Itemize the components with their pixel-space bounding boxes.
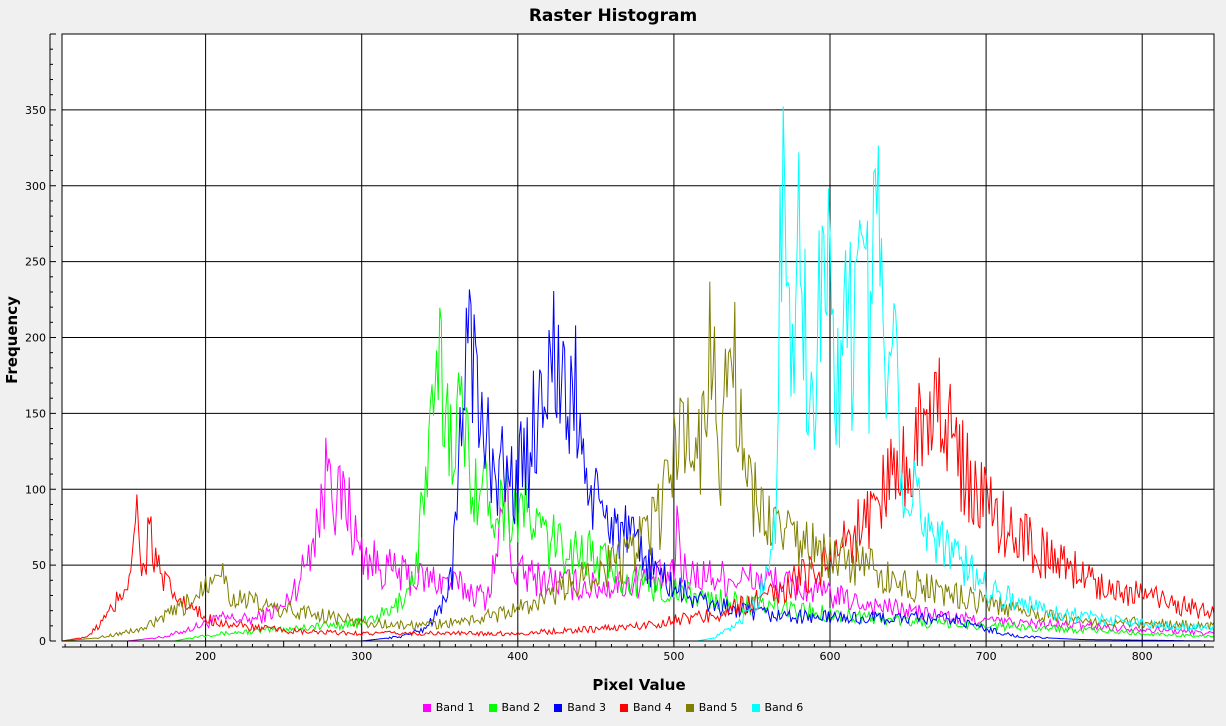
series-line-band-1 [62,437,1215,642]
plot-frame [61,33,1215,642]
legend-swatch [751,703,760,712]
legend-label: Band 3 [567,701,606,714]
y-tick-label: 250 [25,256,46,269]
grid-lines [62,34,1214,641]
chart-title: Raster Histogram [528,6,698,26]
legend-label: Band 5 [698,701,738,714]
axis-ticks: 200 300 400 500 600 700 800 0 50 100 150 200 250 300 3… [25,33,1214,663]
y-tick-label: 200 [25,332,46,345]
legend: Band 1 Band 2 Band 3 Band 4 Band 5 Band 6 [0,701,1226,714]
legend-label: Band 6 [764,701,804,714]
x-axis-label: Pixel Value [592,676,686,694]
x-tick-label: 500 [663,650,684,663]
y-tick-label: 50 [32,559,46,572]
legend-swatch [422,703,431,712]
legend-item-band-5: Band 5 [685,701,738,714]
legend-item-band-6: Band 6 [751,701,804,714]
x-tick-label: 300 [351,650,372,663]
legend-item-band-2: Band 2 [488,701,541,714]
x-tick-label: 200 [195,650,216,663]
y-tick-label: 300 [25,180,46,193]
legend-item-band-4: Band 4 [620,701,672,714]
x-tick-label: 700 [976,650,997,663]
legend-label: Band 4 [633,701,672,714]
y-tick-label: 0 [39,635,46,648]
series-line-band-4 [61,357,1215,642]
legend-swatch [685,703,694,712]
y-tick-label: 100 [25,483,46,496]
legend-label: Band 1 [435,701,475,714]
x-tick-label: 600 [820,650,841,663]
y-axis-label: Frequency [3,296,21,384]
y-tick-label: 150 [25,407,46,420]
series-line-band-5 [61,281,1215,642]
legend-item-band-3: Band 3 [554,701,606,714]
y-tick-label: 350 [25,104,46,117]
legend-swatch [554,703,563,712]
legend-swatch [488,703,497,712]
legend-swatch [620,703,628,712]
x-tick-label: 400 [507,650,528,663]
legend-item-band-1: Band 1 [422,701,475,714]
legend-label: Band 2 [501,701,541,714]
histogram-chart: 200 300 400 500 600 700 800 0 50 100 150 200 250 300 3… [25,33,1215,663]
x-tick-label: 800 [1132,650,1153,663]
